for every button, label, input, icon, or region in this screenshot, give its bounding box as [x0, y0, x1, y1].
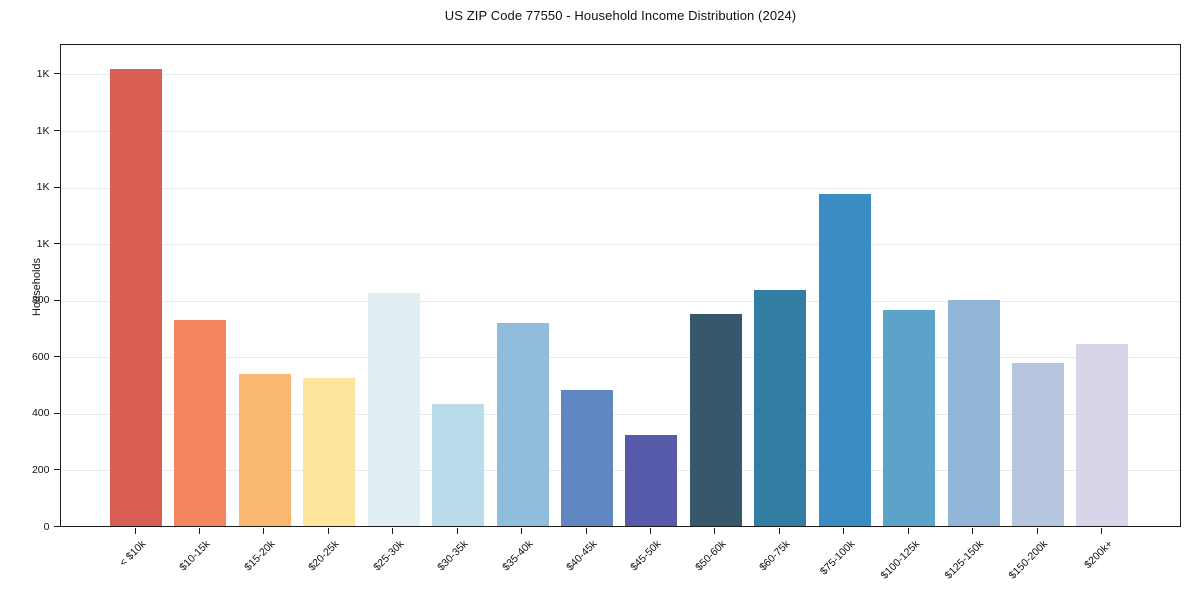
bar-10-15k	[174, 319, 227, 526]
x-tick-mark	[649, 527, 651, 534]
bar-35-40k	[496, 322, 549, 526]
x-tick-label: $125-150k	[942, 537, 987, 582]
x-tick-label: $200k+	[1081, 537, 1115, 571]
bar-40-45k	[561, 389, 613, 526]
bar-60-75k	[754, 289, 807, 526]
bar-100-125k	[883, 309, 936, 526]
bar-200k	[1076, 343, 1129, 526]
y-tick-mark	[53, 356, 60, 358]
x-tick-mark	[392, 527, 394, 534]
grid-line	[60, 244, 1180, 246]
x-tick-label: $75-100k	[817, 537, 858, 577]
y-tick-mark	[53, 73, 60, 75]
y-tick-mark	[53, 469, 60, 471]
grid-line	[60, 187, 1180, 189]
chart-title: US ZIP Code 77550 - Household Income Dis…	[444, 8, 797, 23]
x-tick-mark	[907, 527, 909, 534]
x-tick-label: $100-125k	[878, 537, 922, 582]
y-tick-label: 200	[31, 463, 50, 476]
y-tick-label: 1K	[36, 237, 50, 250]
y-tick-mark	[53, 299, 60, 301]
x-tick-label: $25-30k	[370, 537, 407, 573]
x-tick-label: $50-60k	[693, 537, 729, 573]
bar-150-200k	[1012, 362, 1065, 526]
x-tick-mark	[778, 527, 780, 534]
x-tick-label: $45-50k	[628, 537, 664, 573]
y-tick-mark	[53, 243, 60, 245]
x-tick-label: $20-25k	[306, 537, 342, 573]
grid-line	[60, 74, 1180, 76]
x-tick-label: $40-45k	[564, 537, 600, 573]
x-tick-label: $150-200k	[1006, 537, 1051, 582]
y-tick-mark	[53, 526, 60, 527]
grid-line	[60, 470, 1180, 472]
y-tick-mark	[53, 130, 60, 132]
x-tick-mark	[198, 527, 200, 534]
bar-20-25k	[303, 378, 356, 526]
x-tick-mark	[456, 527, 458, 534]
grid-line	[60, 300, 1180, 302]
x-tick-mark	[521, 527, 523, 534]
y-tick-label: 1K	[36, 181, 50, 194]
x-tick-mark	[585, 527, 587, 534]
x-tick-mark	[1036, 527, 1038, 534]
y-tick-mark	[53, 412, 60, 414]
x-tick-mark	[843, 527, 845, 534]
y-tick-label: 1K	[36, 124, 50, 137]
x-tick-label: $35-40k	[499, 537, 536, 573]
bar-15-20k	[238, 373, 291, 526]
y-tick-label: 1K	[36, 67, 50, 80]
y-tick-label: 800	[31, 294, 50, 307]
x-tick-label: < $10k	[117, 537, 149, 569]
x-tick-mark	[972, 527, 974, 534]
x-tick-label: $15-20k	[242, 537, 278, 573]
bar-125-150k	[947, 299, 1000, 526]
y-axis-label: Households	[31, 257, 44, 317]
plot-area	[59, 44, 1181, 527]
x-tick-label: $60-75k	[757, 537, 793, 573]
bar-75-100k	[818, 193, 871, 526]
x-tick-mark	[714, 527, 716, 534]
grid-line	[60, 131, 1180, 133]
grid-line	[60, 413, 1180, 415]
y-tick-label: 400	[31, 407, 50, 420]
x-tick-label: $10-15k	[177, 537, 213, 573]
bar-25-30k	[367, 292, 420, 526]
y-tick-label: 600	[31, 350, 50, 363]
bar-45-50k	[625, 434, 678, 526]
x-tick-mark	[134, 527, 136, 534]
bar-30-35k	[432, 403, 485, 526]
x-tick-mark	[1100, 527, 1102, 534]
y-tick-mark	[53, 186, 60, 188]
grid-line	[60, 357, 1180, 359]
bar-10k	[110, 68, 162, 526]
x-tick-label: $30-35k	[435, 537, 471, 573]
bar-50-60k	[689, 313, 742, 526]
y-tick-label: 0	[43, 520, 50, 533]
x-tick-mark	[327, 527, 329, 534]
x-tick-mark	[263, 527, 265, 534]
